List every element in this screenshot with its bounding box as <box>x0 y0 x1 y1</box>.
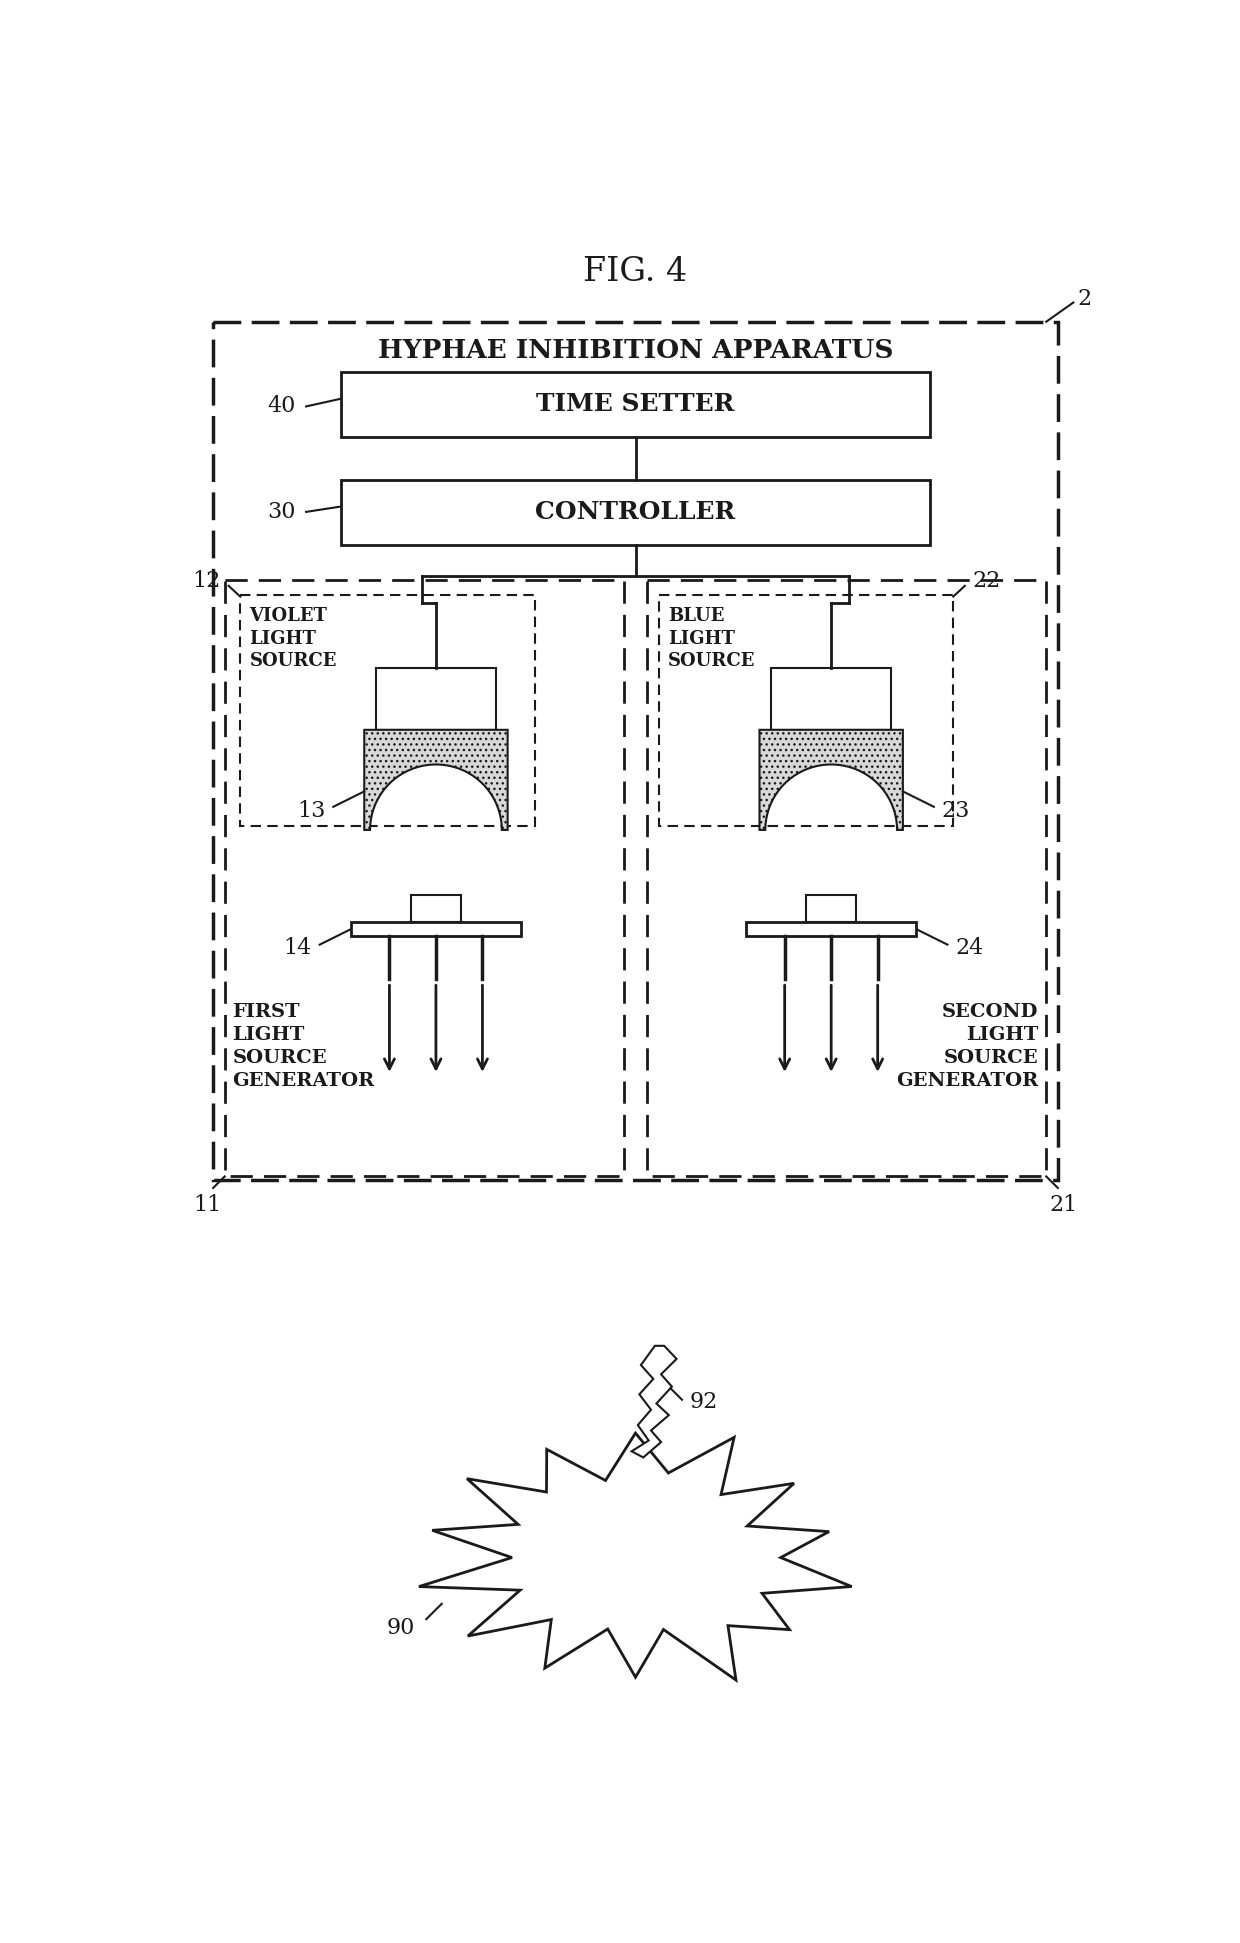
Polygon shape <box>365 731 507 830</box>
Text: BLUE
LIGHT
SOURCE: BLUE LIGHT SOURCE <box>668 606 755 670</box>
Text: 12: 12 <box>192 569 221 593</box>
Text: 21: 21 <box>1049 1195 1078 1216</box>
Text: TIME SETTER: TIME SETTER <box>537 392 734 416</box>
Text: 11: 11 <box>193 1195 222 1216</box>
Text: 2: 2 <box>1078 288 1091 309</box>
Bar <box>647 579 1047 1176</box>
Text: 13: 13 <box>298 801 325 822</box>
Text: SECOND
LIGHT
SOURCE
GENERATOR: SECOND LIGHT SOURCE GENERATOR <box>897 1003 1039 1090</box>
Text: 90: 90 <box>386 1617 414 1640</box>
Bar <box>241 595 534 826</box>
Bar <box>806 896 857 923</box>
Text: HYPHAE INHIBITION APPARATUS: HYPHAE INHIBITION APPARATUS <box>378 338 893 363</box>
Text: 23: 23 <box>941 801 970 822</box>
Bar <box>341 371 930 437</box>
Text: 24: 24 <box>955 937 983 960</box>
Bar <box>213 323 1058 1179</box>
Text: FIRST
LIGHT
SOURCE
GENERATOR: FIRST LIGHT SOURCE GENERATOR <box>233 1003 374 1090</box>
Text: CONTROLLER: CONTROLLER <box>536 499 735 525</box>
Polygon shape <box>631 1346 677 1457</box>
Polygon shape <box>746 923 916 937</box>
Bar <box>376 668 496 731</box>
Bar <box>658 595 954 826</box>
Polygon shape <box>351 923 521 937</box>
Bar <box>224 579 624 1176</box>
Text: 22: 22 <box>972 569 1001 593</box>
Text: 40: 40 <box>268 396 296 418</box>
Polygon shape <box>759 731 903 830</box>
Bar <box>341 480 930 544</box>
Text: 14: 14 <box>284 937 312 960</box>
Bar <box>410 896 461 923</box>
Bar <box>771 668 892 731</box>
Polygon shape <box>419 1434 852 1681</box>
Text: 92: 92 <box>689 1391 718 1413</box>
Text: FIG. 4: FIG. 4 <box>584 256 687 288</box>
Text: VIOLET
LIGHT
SOURCE: VIOLET LIGHT SOURCE <box>249 606 337 670</box>
Text: 30: 30 <box>268 501 296 523</box>
